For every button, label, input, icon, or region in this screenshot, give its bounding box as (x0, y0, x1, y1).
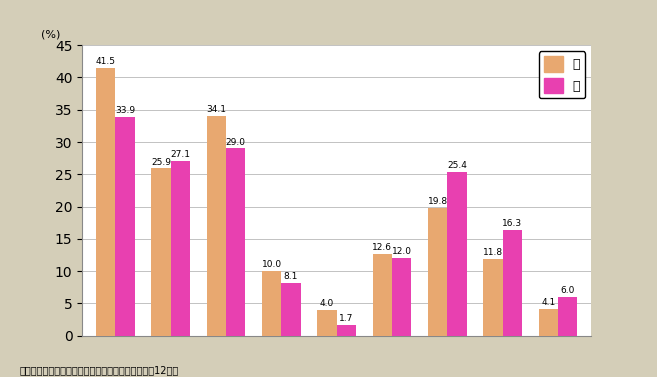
Legend: 男, 女: 男, 女 (539, 52, 585, 98)
Text: 34.1: 34.1 (206, 105, 227, 113)
Text: 33.9: 33.9 (115, 106, 135, 115)
Text: 4.1: 4.1 (541, 298, 556, 307)
Bar (171, 161, 190, 336)
Bar (207, 116, 226, 336)
Bar (281, 283, 301, 336)
Bar (116, 117, 135, 336)
Bar (262, 271, 281, 336)
Bar (558, 297, 578, 336)
Text: 19.8: 19.8 (428, 197, 448, 206)
Bar (392, 258, 411, 336)
Text: 資料：厚生労働省「高年齢者就業実態調査」（平成12年）: 資料：厚生労働省「高年齢者就業実態調査」（平成12年） (20, 365, 179, 375)
Text: 12.6: 12.6 (373, 243, 392, 252)
Bar (484, 259, 503, 336)
Bar (226, 149, 246, 336)
Text: 1.7: 1.7 (339, 314, 353, 323)
Text: (%): (%) (41, 29, 60, 40)
Bar (503, 230, 522, 336)
Bar (337, 325, 356, 336)
Text: 10.0: 10.0 (261, 260, 282, 269)
Bar (539, 309, 558, 336)
Text: 25.9: 25.9 (151, 158, 171, 167)
Text: 29.0: 29.0 (226, 138, 246, 147)
Text: 25.4: 25.4 (447, 161, 467, 170)
Text: 41.5: 41.5 (96, 57, 116, 66)
Text: 8.1: 8.1 (284, 272, 298, 281)
Bar (317, 310, 337, 336)
Text: 16.3: 16.3 (503, 219, 522, 228)
Text: 4.0: 4.0 (320, 299, 334, 308)
Bar (151, 169, 171, 336)
Text: 6.0: 6.0 (560, 286, 575, 295)
Text: 12.0: 12.0 (392, 247, 412, 256)
Bar (447, 172, 466, 336)
Text: 11.8: 11.8 (483, 248, 503, 257)
Bar (428, 208, 447, 336)
Text: 27.1: 27.1 (170, 150, 191, 159)
Bar (373, 254, 392, 336)
Bar (96, 68, 116, 336)
